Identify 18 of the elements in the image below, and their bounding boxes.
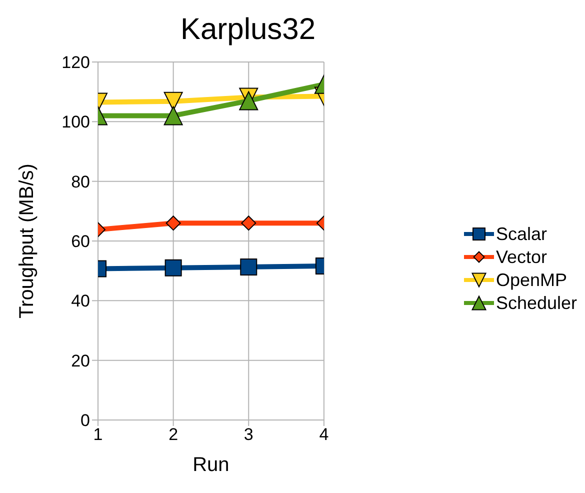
x-tick-label: 3 xyxy=(244,425,254,444)
y-tick-label: 20 xyxy=(71,351,90,370)
y-tick-label: 80 xyxy=(71,172,90,192)
y-axis-title: Troughput (MB/s) xyxy=(16,164,38,318)
y-tick-label: 60 xyxy=(71,232,90,252)
y-tick-label: 120 xyxy=(62,53,90,72)
legend-label: Vector xyxy=(496,246,547,268)
y-tick-label: 40 xyxy=(71,292,90,311)
legend-label: OpenMP xyxy=(496,270,567,290)
x-tick-label: 1 xyxy=(93,425,103,444)
chart-title: Karplus32 xyxy=(179,12,317,48)
x-tick-label: 4 xyxy=(319,425,329,444)
x-tick-label: 2 xyxy=(168,425,178,444)
y-tick-label: 100 xyxy=(62,112,90,132)
legend-label: Scalar xyxy=(496,224,547,244)
x-axis-title: Run xyxy=(192,454,230,476)
y-tick-label: 0 xyxy=(80,411,90,430)
legend-label: Scheduler xyxy=(496,292,577,314)
